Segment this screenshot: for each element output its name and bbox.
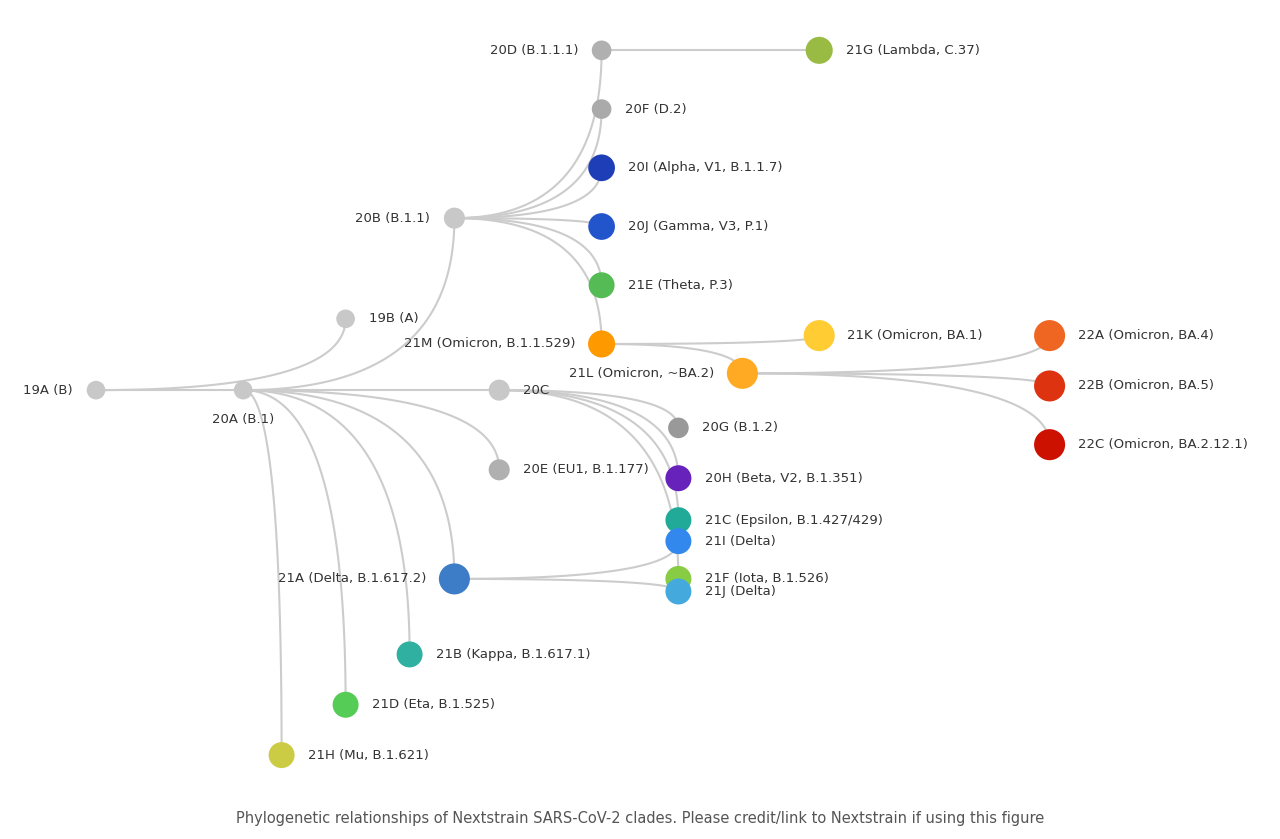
Text: 21I (Delta): 21I (Delta) [704, 534, 776, 548]
Point [335, 312, 356, 326]
Point [489, 463, 509, 477]
Text: 22C (Omicron, BA.2.12.1): 22C (Omicron, BA.2.12.1) [1078, 438, 1248, 451]
Point [1039, 379, 1060, 393]
Point [732, 367, 753, 380]
Text: 21J (Delta): 21J (Delta) [704, 585, 776, 598]
Point [444, 572, 465, 586]
Text: 19A (B): 19A (B) [23, 383, 73, 397]
Point [809, 329, 829, 342]
Point [591, 44, 612, 57]
Text: 20C: 20C [524, 383, 549, 397]
Point [591, 279, 612, 292]
Text: 20I (Alpha, V1, B.1.1.7): 20I (Alpha, V1, B.1.1.7) [628, 161, 782, 175]
Point [86, 383, 106, 397]
Point [399, 648, 420, 661]
Text: 21K (Omicron, BA.1): 21K (Omicron, BA.1) [847, 329, 983, 342]
Text: 20H (Beta, V2, B.1.351): 20H (Beta, V2, B.1.351) [704, 472, 863, 485]
Point [1039, 438, 1060, 451]
Text: 22B (Omicron, BA.5): 22B (Omicron, BA.5) [1078, 379, 1213, 393]
Point [591, 220, 612, 233]
Text: 21E (Theta, P.3): 21E (Theta, P.3) [627, 279, 732, 292]
Point [335, 698, 356, 711]
Text: 21G (Lambda, C.37): 21G (Lambda, C.37) [846, 44, 979, 57]
Point [668, 472, 689, 485]
Point [271, 748, 292, 762]
Text: 20J (Gamma, V3, P.1): 20J (Gamma, V3, P.1) [628, 220, 768, 233]
Text: 21B (Kappa, B.1.617.1): 21B (Kappa, B.1.617.1) [435, 648, 590, 661]
Text: 20E (EU1, B.1.177): 20E (EU1, B.1.177) [524, 463, 649, 477]
Text: 21L (Omicron, ~BA.2): 21L (Omicron, ~BA.2) [568, 367, 714, 380]
Text: 20B (B.1.1): 20B (B.1.1) [356, 211, 430, 225]
Point [668, 534, 689, 548]
Text: 20D (B.1.1.1): 20D (B.1.1.1) [489, 44, 579, 57]
Text: 20A (B.1): 20A (B.1) [212, 413, 274, 426]
Point [1039, 329, 1060, 342]
Text: 20F (D.2): 20F (D.2) [625, 102, 687, 116]
Point [668, 421, 689, 435]
Text: 21M (Omicron, B.1.1.529): 21M (Omicron, B.1.1.529) [403, 337, 575, 351]
Point [591, 337, 612, 351]
Text: 21D (Eta, B.1.525): 21D (Eta, B.1.525) [371, 698, 495, 711]
Point [444, 211, 465, 225]
Point [668, 585, 689, 598]
Point [668, 513, 689, 527]
Text: 19B (A): 19B (A) [369, 312, 419, 326]
Point [233, 383, 253, 397]
Text: Phylogenetic relationships of Nextstrain SARS-CoV-2 clades. Please credit/link t: Phylogenetic relationships of Nextstrain… [236, 810, 1044, 826]
Text: 20G (B.1.2): 20G (B.1.2) [703, 421, 778, 435]
Point [489, 383, 509, 397]
Point [809, 44, 829, 57]
Text: 21H (Mu, B.1.621): 21H (Mu, B.1.621) [307, 748, 429, 762]
Text: 21C (Epsilon, B.1.427/429): 21C (Epsilon, B.1.427/429) [704, 513, 882, 527]
Point [591, 102, 612, 116]
Text: 21F (Iota, B.1.526): 21F (Iota, B.1.526) [704, 572, 828, 586]
Text: 21A (Delta, B.1.617.2): 21A (Delta, B.1.617.2) [278, 572, 426, 586]
Text: 22A (Omicron, BA.4): 22A (Omicron, BA.4) [1078, 329, 1213, 342]
Point [668, 572, 689, 586]
Point [591, 161, 612, 175]
